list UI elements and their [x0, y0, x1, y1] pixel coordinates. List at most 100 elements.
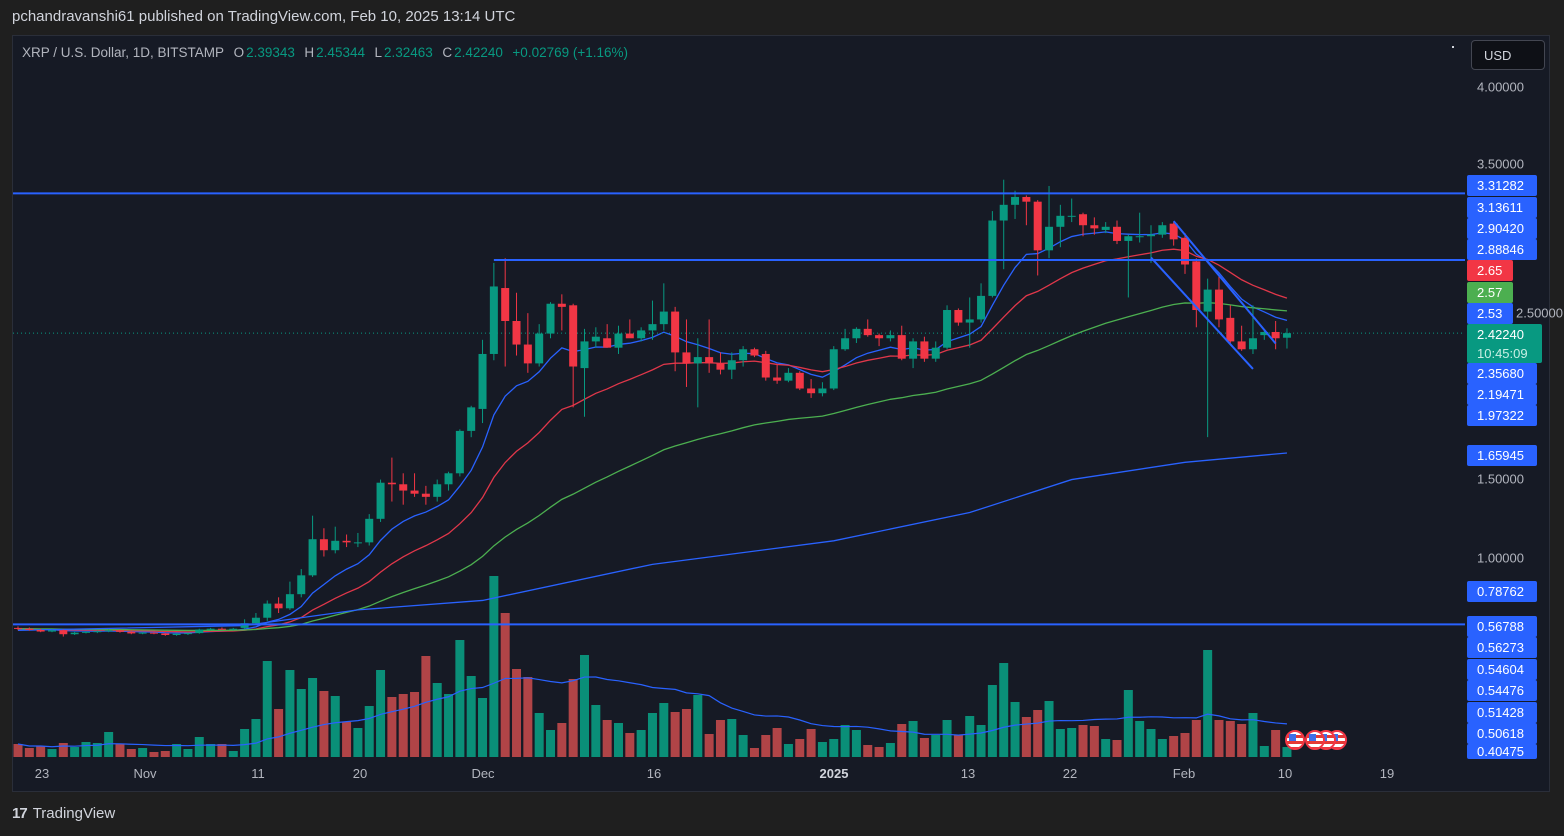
candle-body: [637, 330, 646, 339]
candle-body: [376, 482, 385, 519]
candle-body: [1248, 338, 1257, 350]
price-label: 2.90420: [1467, 218, 1537, 239]
candle-body: [1203, 289, 1212, 312]
volume-bar: [772, 728, 782, 757]
y-tick: 3.50000: [1477, 156, 1524, 172]
volume-bar: [70, 747, 80, 757]
volume-bar: [613, 723, 623, 757]
candle-body: [818, 388, 827, 394]
volume-bar: [1203, 650, 1213, 757]
candle-body: [557, 303, 566, 307]
candle-body: [206, 628, 215, 630]
volume-bar: [206, 744, 216, 757]
volume-bar: [172, 744, 182, 757]
candle-body: [716, 363, 725, 370]
candle-body: [909, 341, 918, 359]
candle-body: [274, 603, 283, 609]
x-tick: Dec: [471, 766, 495, 781]
volume-bar: [81, 742, 91, 757]
volume-bar: [976, 725, 986, 757]
volume-bar: [636, 730, 646, 757]
volume-bar: [704, 734, 714, 757]
candle-body: [943, 310, 952, 348]
volume-bar: [715, 720, 725, 757]
candle-body: [331, 540, 340, 551]
economic-event-icon[interactable]: [1285, 730, 1305, 750]
volume-bar: [364, 706, 374, 757]
candle-body: [1192, 261, 1201, 311]
candle-body: [886, 335, 895, 339]
candle-body: [1226, 317, 1235, 342]
volume-bar: [1237, 724, 1247, 757]
price-label: 0.50618: [1467, 723, 1537, 744]
volume-bar: [749, 748, 759, 757]
volume-bar: [387, 697, 397, 757]
volume-bar: [1169, 736, 1179, 757]
volume-bar: [602, 720, 612, 757]
x-tick: 13: [960, 766, 976, 781]
tradingview-logo-icon: 17: [12, 805, 28, 822]
volume-bar: [568, 679, 578, 757]
indicator-lines: [13, 231, 1463, 634]
candle-body: [195, 629, 204, 634]
volume-bar: [1146, 729, 1156, 757]
volume-bar: [647, 713, 657, 757]
candle-body: [512, 321, 521, 345]
volume-bar: [1055, 729, 1065, 757]
price-label: 3.13611: [1467, 197, 1537, 218]
candle-body: [47, 630, 56, 632]
volume-bar: [251, 719, 261, 757]
candle-body: [1158, 225, 1167, 235]
candle-body: [1169, 223, 1178, 240]
footer: 17 TradingView: [12, 805, 115, 822]
candle-body: [59, 630, 68, 635]
volume-bar: [1112, 740, 1122, 757]
last-price: 2.42240: [1477, 327, 1524, 342]
volume-bar: [410, 692, 420, 757]
candle-body: [1079, 214, 1088, 226]
volume-bar: [670, 712, 680, 757]
ema-blue-label: 2.53: [1467, 303, 1513, 324]
candle-body: [1147, 234, 1155, 237]
candle-body: [14, 627, 22, 629]
candle-body: [399, 484, 408, 491]
economic-event-icon[interactable]: [1305, 730, 1325, 750]
candle-body: [705, 357, 714, 364]
volume-bar: [274, 709, 284, 757]
candle-body: [580, 341, 589, 369]
volume-bar: [1214, 720, 1224, 757]
volume-bar: [783, 744, 793, 757]
candle-body: [263, 603, 272, 618]
ema-red-line: [17, 248, 1288, 633]
candle-body: [829, 349, 838, 389]
candle-body: [421, 493, 430, 497]
candle-body: [149, 632, 158, 634]
candle-body: [365, 518, 374, 543]
volume-bar: [342, 722, 352, 757]
volume-bar: [376, 670, 386, 757]
candle-body: [795, 372, 804, 389]
volume-bar: [1157, 739, 1167, 757]
price-label-level-bottom: 0.56788: [1467, 616, 1537, 637]
candle-body: [478, 353, 487, 409]
candle-body: [875, 335, 884, 339]
candle-body: [467, 407, 476, 431]
ema-green-label: 2.57: [1467, 282, 1513, 303]
volume-bar: [557, 723, 567, 757]
close-label: C: [442, 45, 453, 60]
price-label: 0.54604: [1467, 659, 1537, 680]
volume-bar: [47, 749, 57, 757]
volume-bar: [398, 694, 408, 757]
candle-body: [659, 311, 668, 325]
publish-info: pchandravanshi61 published on TradingVie…: [12, 8, 516, 25]
volume-bar: [500, 613, 510, 757]
price-label: 0.54476: [1467, 680, 1537, 701]
volume-bar: [478, 698, 488, 757]
currency-button[interactable]: USD: [1471, 40, 1545, 70]
volume-bar: [874, 747, 884, 757]
volume-bar: [217, 744, 227, 757]
price-label: 2.19471: [1467, 384, 1537, 405]
volume-bar: [58, 743, 68, 757]
candle-body: [591, 336, 600, 342]
